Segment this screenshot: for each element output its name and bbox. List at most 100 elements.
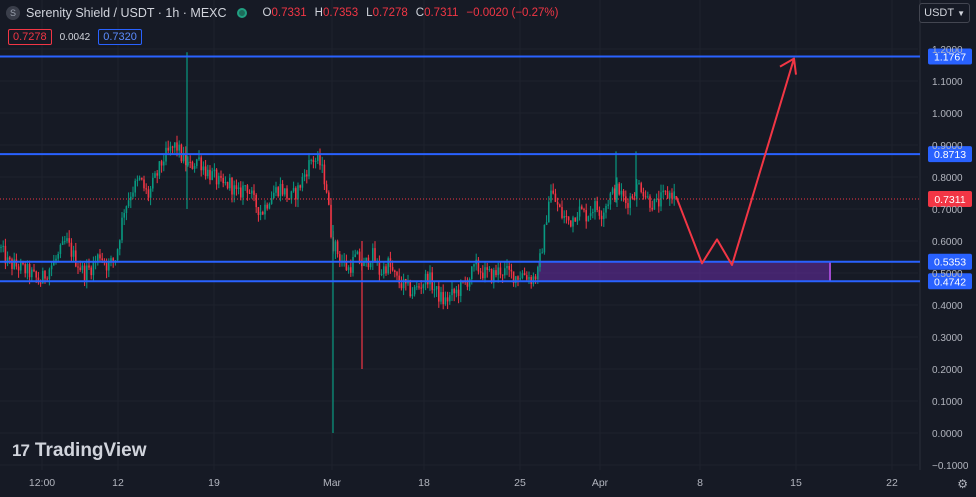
sell-price-button[interactable]: 0.7278 — [8, 29, 52, 45]
candle-body — [312, 159, 315, 162]
candle-body — [552, 190, 554, 194]
candle-body — [418, 286, 420, 288]
ohlc-change: −0.0020 (−0.27%) — [466, 7, 559, 19]
candle-body — [556, 201, 559, 205]
candle-body — [471, 266, 473, 280]
ohlc-open: O0.7331 — [262, 7, 307, 19]
candle-body — [607, 204, 609, 206]
candle-body — [262, 211, 264, 215]
candle-body — [156, 173, 158, 176]
candle-body — [169, 146, 172, 151]
symbol-title[interactable]: Serenity Shield / USDT · 1h · MEXC — [26, 6, 227, 20]
currency-button[interactable]: USDT ▼ — [919, 3, 970, 23]
candle-body — [543, 224, 546, 253]
candle-body — [592, 212, 594, 214]
candle-body — [35, 271, 37, 278]
candle-body — [182, 153, 185, 162]
candle-body — [631, 196, 634, 199]
candle-body — [523, 273, 526, 276]
candle-body — [233, 185, 235, 195]
candle-body — [2, 245, 4, 247]
candle-body — [438, 286, 440, 302]
candle-body — [517, 276, 519, 280]
market-status-icon[interactable] — [236, 8, 247, 18]
candle-body — [642, 191, 645, 197]
candle-body — [242, 185, 244, 198]
candle-body — [482, 272, 484, 279]
candle-body — [152, 177, 154, 189]
candle-body — [585, 210, 587, 222]
candle-body — [185, 153, 187, 166]
candle-body — [259, 211, 262, 215]
candle-body — [319, 155, 321, 166]
candle-body — [70, 242, 73, 257]
candle-body — [290, 191, 293, 200]
candle-body — [629, 196, 631, 208]
candle-body — [132, 192, 134, 197]
candle-body — [130, 196, 132, 201]
buy-price-button[interactable]: 0.7320 — [98, 29, 142, 45]
candle-body — [350, 267, 352, 273]
candle-body — [633, 198, 636, 200]
candle-body — [273, 192, 275, 199]
candle-body — [446, 297, 449, 302]
candle-body — [218, 175, 220, 185]
candle-body — [460, 281, 462, 296]
candle-body — [616, 183, 618, 200]
candle-body — [451, 289, 453, 296]
candle-body — [413, 286, 416, 295]
gear-icon[interactable]: ⚙ — [957, 477, 968, 491]
candle-body — [28, 264, 31, 278]
price-tick-label: 0.0000 — [932, 429, 963, 440]
candle-body — [317, 155, 319, 161]
level-price-label: 0.4742 — [934, 276, 966, 288]
candle-body — [545, 222, 548, 225]
candle-body — [664, 190, 667, 192]
candle-body — [618, 183, 620, 195]
symbol-logo-icon[interactable]: S — [6, 6, 20, 20]
candle-body — [200, 157, 202, 171]
candle-body — [484, 267, 486, 279]
candle-body — [255, 194, 257, 208]
candle-body — [277, 187, 279, 197]
candle-body — [275, 187, 277, 193]
time-tick-label: 8 — [697, 477, 703, 489]
candle-body — [116, 249, 119, 261]
tradingview-logo[interactable]: 17 TradingView — [12, 440, 147, 462]
candle-body — [653, 198, 656, 210]
candle-body — [112, 258, 114, 261]
candle-body — [4, 245, 7, 264]
candle-body — [97, 254, 99, 262]
candle-body — [321, 164, 323, 166]
time-tick-label: 15 — [790, 477, 802, 489]
candle-body — [66, 238, 68, 242]
candle-body — [534, 276, 537, 280]
candle-body — [15, 259, 18, 267]
candle-body — [495, 270, 497, 276]
candle-body — [13, 259, 15, 269]
candle-body — [79, 267, 81, 270]
candle-body — [279, 183, 282, 197]
candle-body — [365, 257, 367, 262]
candle-body — [145, 188, 147, 190]
last-price-tag — [928, 191, 972, 208]
candle-body — [83, 265, 86, 281]
time-tick-label: 18 — [418, 477, 430, 489]
candle-body — [589, 213, 592, 217]
candle-body — [57, 253, 59, 259]
candle-body — [136, 179, 139, 181]
tradingview-wordmark: TradingView — [34, 440, 147, 461]
candle-body — [499, 267, 502, 275]
candle-body — [508, 265, 510, 270]
level-price-label: 0.5353 — [934, 257, 966, 269]
candle-body — [295, 188, 297, 200]
candle-body — [658, 198, 660, 207]
level-price-tag — [928, 48, 972, 65]
candle-body — [625, 196, 627, 204]
candle-body — [61, 241, 64, 245]
candle-body — [138, 177, 141, 180]
candle-body — [497, 267, 499, 276]
quote-row: 0.7278 0.0042 0.7320 — [8, 29, 142, 45]
candle-body — [477, 259, 480, 272]
